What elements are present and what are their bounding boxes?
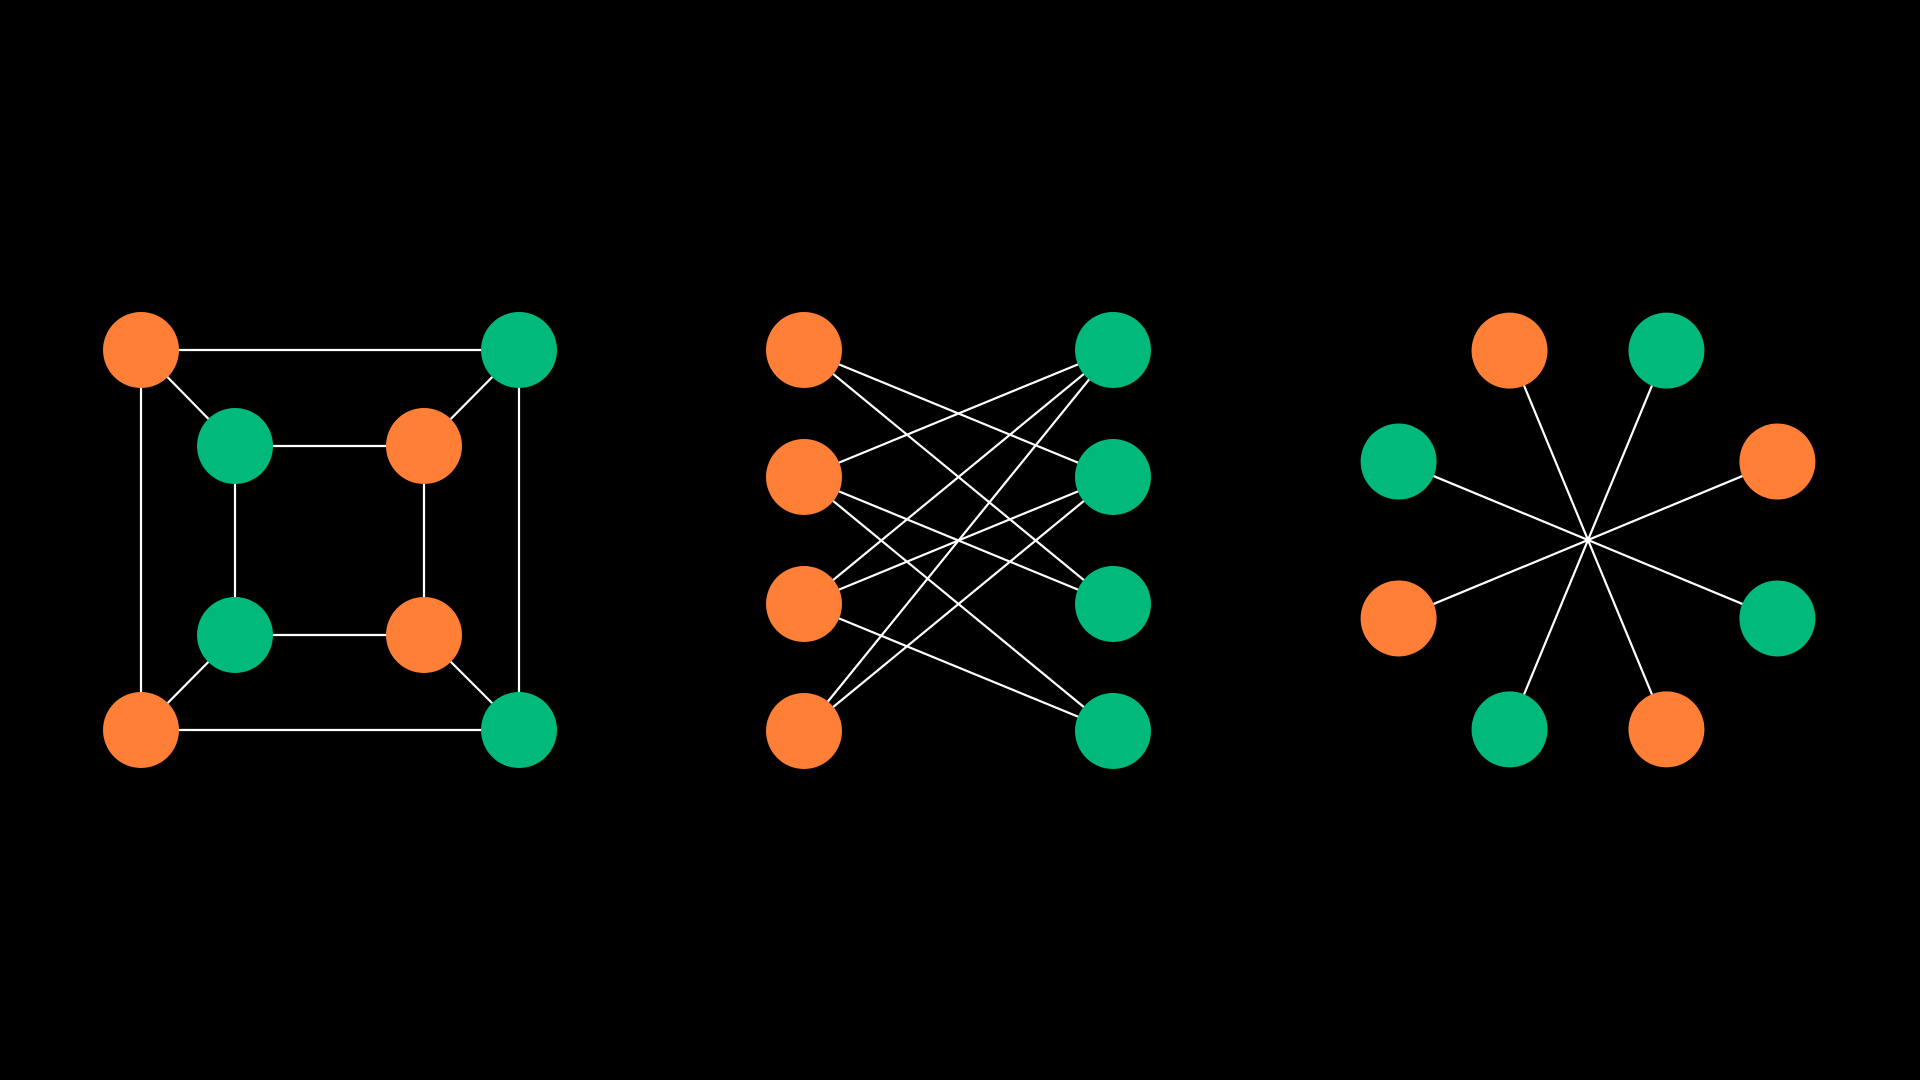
orange-node-o1 — [103, 312, 179, 388]
star-graph-edges — [1397, 349, 1779, 731]
green-node-s6 — [1471, 691, 1548, 768]
green-node-r3 — [1075, 566, 1151, 642]
orange-node-i2 — [386, 408, 462, 484]
green-node-s4 — [1739, 580, 1816, 657]
star-graph-nodes — [1360, 312, 1816, 768]
green-node-r1 — [1075, 312, 1151, 388]
green-node-i4 — [197, 597, 273, 673]
edge-l3-r4 — [802, 602, 1115, 733]
orange-node-i3 — [386, 597, 462, 673]
cube-graph-edges — [139, 348, 521, 732]
orange-node-l4 — [766, 693, 842, 769]
orange-node-o4 — [103, 692, 179, 768]
edge-l2-r1 — [802, 348, 1115, 479]
bipartite-graph-edges — [802, 348, 1115, 733]
green-node-r4 — [1075, 693, 1151, 769]
orange-node-s3 — [1739, 423, 1816, 500]
orange-node-s7 — [1360, 580, 1437, 657]
edge-l3-r1 — [802, 348, 1115, 606]
edge-l4-r1 — [802, 348, 1115, 733]
edge-s4-s8 — [1397, 460, 1779, 620]
green-node-s8 — [1360, 423, 1437, 500]
green-node-s2 — [1628, 312, 1705, 389]
green-node-r2 — [1075, 439, 1151, 515]
node-layer — [103, 312, 1816, 769]
cube-graph-nodes — [103, 312, 557, 768]
edge-l4-r2 — [802, 475, 1115, 733]
orange-node-l3 — [766, 566, 842, 642]
green-node-o2 — [481, 312, 557, 388]
edge-layer — [139, 348, 1779, 733]
orange-node-s5 — [1628, 691, 1705, 768]
orange-node-s1 — [1471, 312, 1548, 389]
bipartite-graph-nodes — [766, 312, 1151, 769]
orange-node-l1 — [766, 312, 842, 388]
green-node-o3 — [481, 692, 557, 768]
orange-node-l2 — [766, 439, 842, 515]
green-node-i1 — [197, 408, 273, 484]
